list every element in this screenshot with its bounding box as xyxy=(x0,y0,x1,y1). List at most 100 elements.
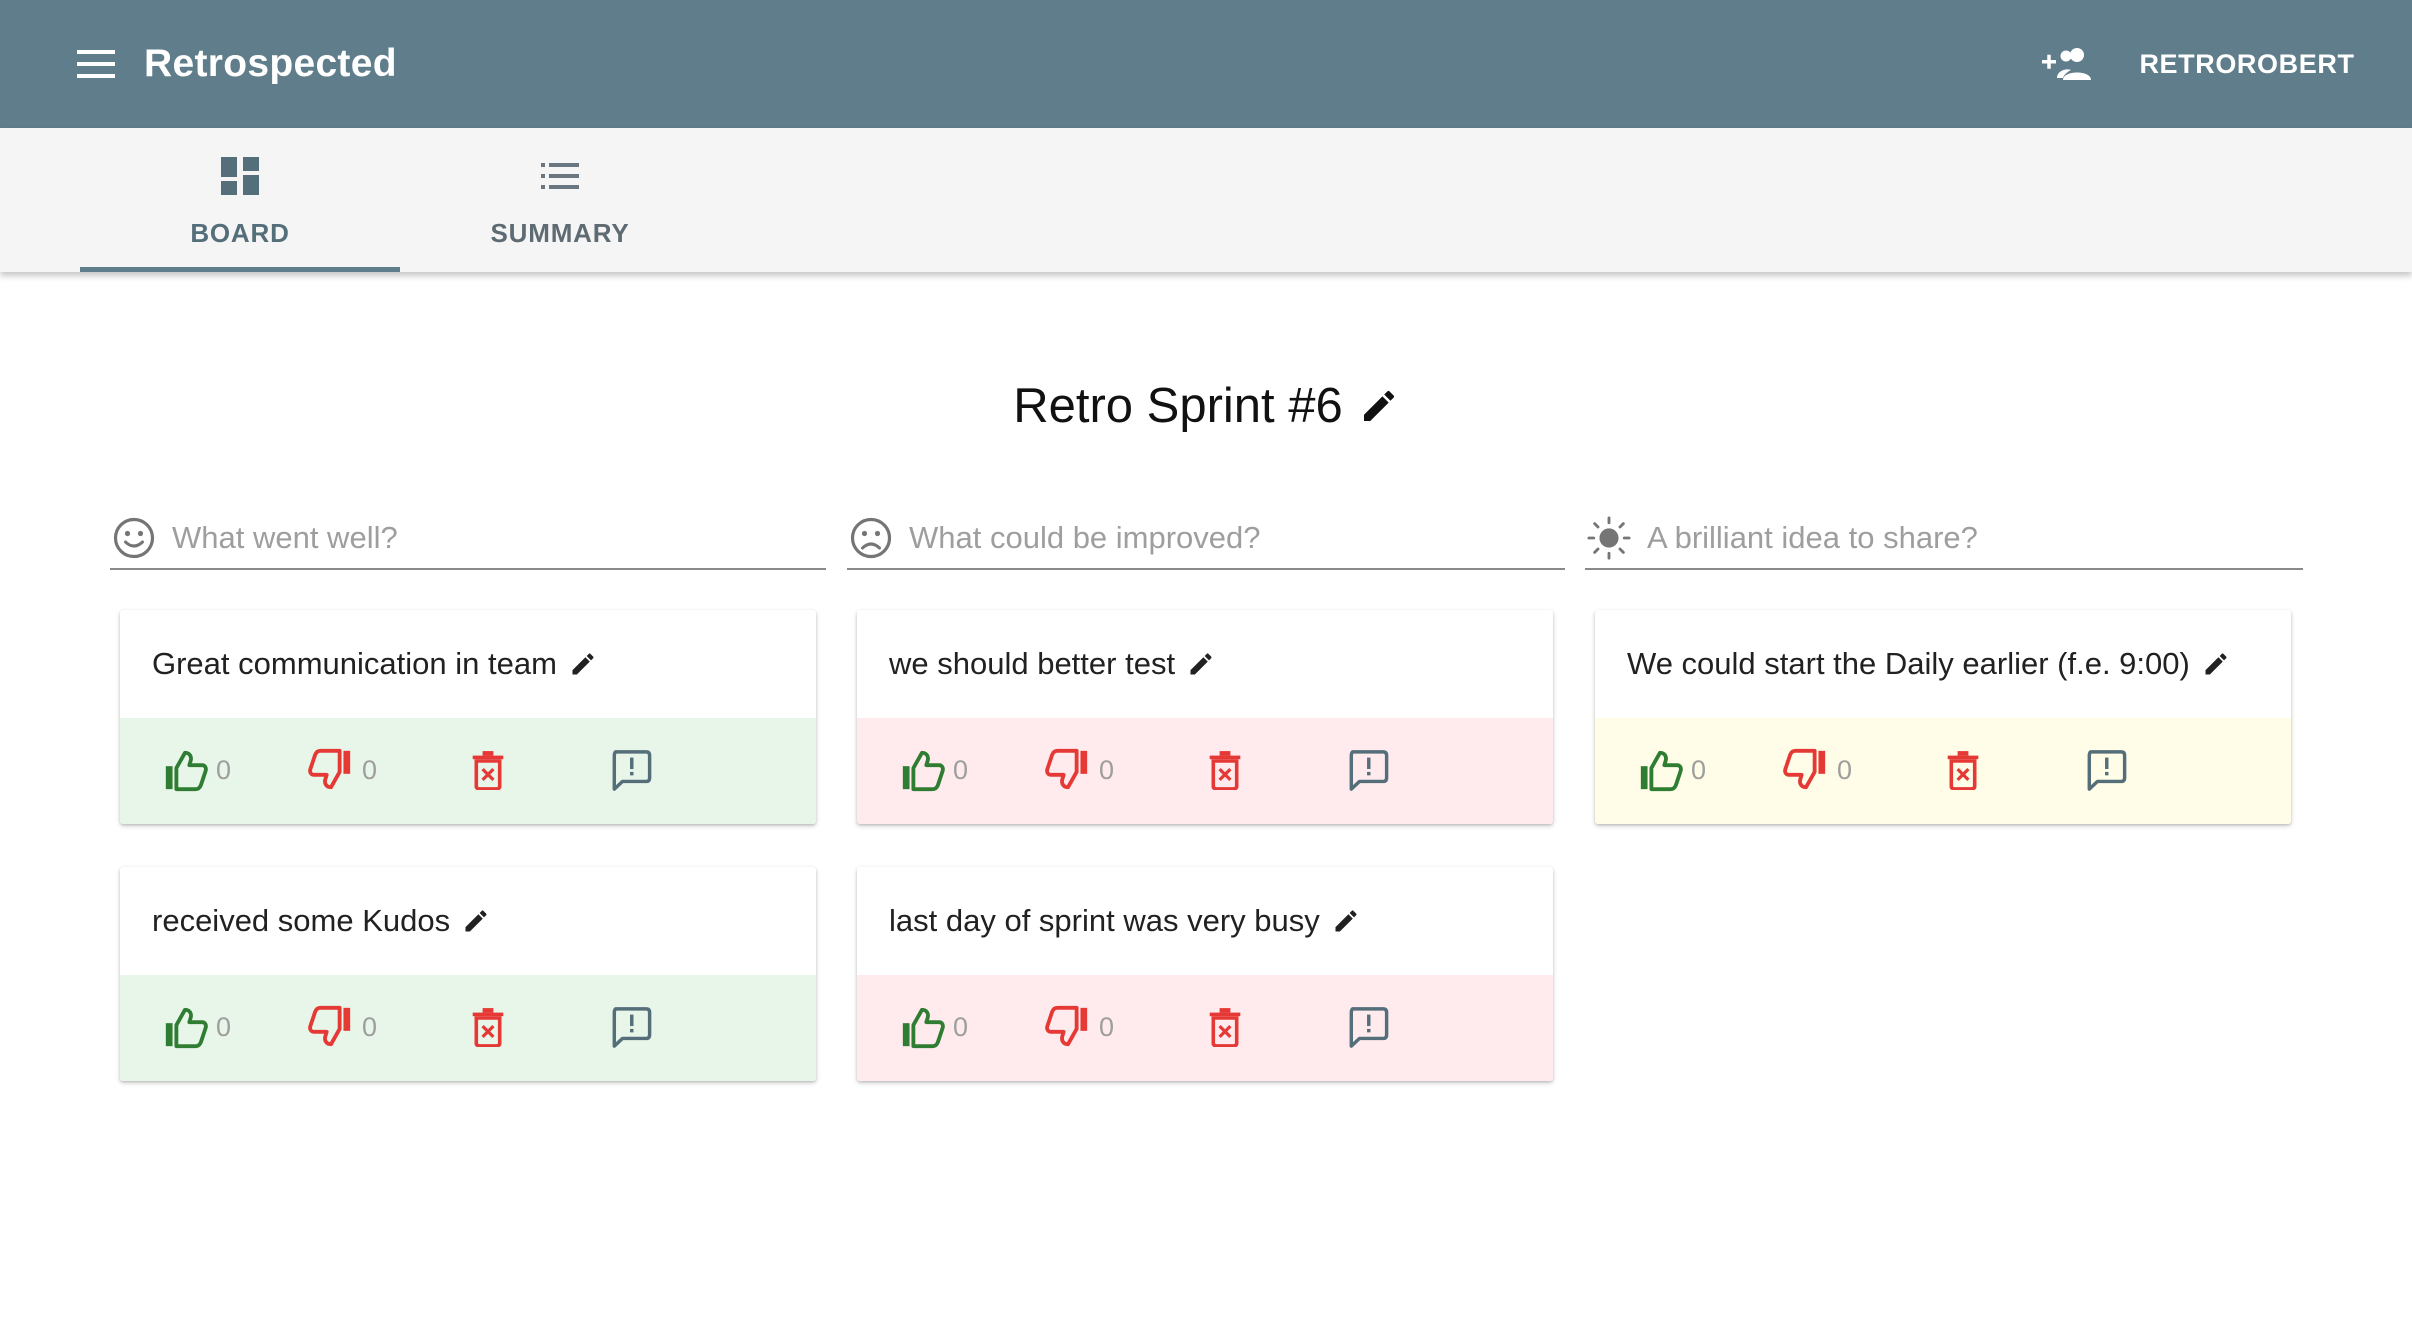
trash-icon xyxy=(1207,750,1243,790)
tab-board[interactable]: BOARD xyxy=(80,128,400,272)
dislike-count: 0 xyxy=(362,754,378,785)
like-button[interactable]: 0 xyxy=(1637,742,1706,798)
dislike-button[interactable]: 0 xyxy=(308,742,377,798)
delete-post-button[interactable] xyxy=(1207,999,1243,1055)
trash-icon xyxy=(1945,750,1981,790)
dislike-button[interactable]: 0 xyxy=(308,999,377,1055)
active-tab-indicator xyxy=(80,267,400,272)
thumbs-up-icon xyxy=(162,747,208,793)
comment-button[interactable] xyxy=(610,742,652,798)
comment-button[interactable] xyxy=(1347,742,1389,798)
thumbs-down-icon xyxy=(1783,747,1829,793)
post-actions: 0 0 xyxy=(120,975,816,1081)
dislike-count: 0 xyxy=(1099,754,1115,785)
dislike-button[interactable]: 0 xyxy=(1045,999,1114,1055)
thumbs-up-icon xyxy=(1637,747,1683,793)
invite-users-button[interactable] xyxy=(2036,36,2100,92)
delete-post-button[interactable] xyxy=(1207,742,1243,798)
post-actions: 0 0 xyxy=(857,975,1553,1081)
like-count: 0 xyxy=(1691,754,1707,785)
edit-post-button[interactable] xyxy=(2202,650,2230,678)
post-card: we should better test 0 0 xyxy=(857,610,1553,824)
edit-board-title-button[interactable] xyxy=(1359,386,1399,426)
dislike-count: 0 xyxy=(1099,1011,1115,1042)
sun-icon xyxy=(1587,516,1631,560)
app-title: Retrospected xyxy=(144,42,397,85)
edit-post-button[interactable] xyxy=(1187,650,1215,678)
post-actions: 0 0 xyxy=(120,718,816,824)
like-count: 0 xyxy=(953,754,969,785)
post-text: received some Kudos xyxy=(152,903,451,938)
column-ideas-input-row xyxy=(1585,508,2303,570)
post-actions: 0 0 xyxy=(1595,718,2291,824)
comment-icon xyxy=(2085,749,2127,791)
edit-post-button[interactable] xyxy=(569,650,597,678)
edit-post-button[interactable] xyxy=(462,907,490,935)
sad-icon xyxy=(850,517,892,559)
tab-summary-label: SUMMARY xyxy=(490,218,630,248)
dashboard-icon xyxy=(221,157,259,195)
post-card: received some Kudos 0 0 xyxy=(120,867,816,1081)
like-count: 0 xyxy=(953,1011,969,1042)
post-actions: 0 0 xyxy=(857,718,1553,824)
like-button[interactable]: 0 xyxy=(162,742,231,798)
comment-icon xyxy=(610,749,652,791)
thumbs-up-icon xyxy=(899,1004,945,1050)
dislike-count: 0 xyxy=(1837,754,1853,785)
thumbs-down-icon xyxy=(308,1004,354,1050)
like-button[interactable]: 0 xyxy=(899,999,968,1055)
post-card: Great communication in team 0 0 xyxy=(120,610,816,824)
pencil-icon xyxy=(1187,650,1215,678)
user-menu-button[interactable]: RETROROBERT xyxy=(2139,49,2355,79)
column-well-input-row xyxy=(110,508,826,570)
comment-icon xyxy=(1347,749,1389,791)
app-bar: Retrospected RETROROBERT xyxy=(0,0,2412,128)
like-button[interactable]: 0 xyxy=(899,742,968,798)
tab-board-label: BOARD xyxy=(190,218,290,248)
thumbs-down-icon xyxy=(1045,747,1091,793)
thumbs-up-icon xyxy=(899,747,945,793)
trash-icon xyxy=(470,750,506,790)
menu-button[interactable] xyxy=(70,40,122,88)
column-ideas-input[interactable] xyxy=(1647,520,2267,556)
board-title: Retro Sprint #6 xyxy=(1013,379,1343,433)
pencil-icon xyxy=(2202,650,2230,678)
like-button[interactable]: 0 xyxy=(162,999,231,1055)
board-title-row: Retro Sprint #6 xyxy=(0,370,2412,442)
comment-button[interactable] xyxy=(1347,999,1389,1055)
tab-summary[interactable]: SUMMARY xyxy=(400,128,720,272)
like-count: 0 xyxy=(216,1011,232,1042)
column-improve-input[interactable] xyxy=(909,520,1529,556)
tab-bar: BOARD SUMMARY xyxy=(0,128,2412,272)
comment-button[interactable] xyxy=(610,999,652,1055)
add-people-icon xyxy=(2042,48,2091,80)
thumbs-up-icon xyxy=(162,1004,208,1050)
delete-post-button[interactable] xyxy=(1945,742,1981,798)
comment-button[interactable] xyxy=(2085,742,2127,798)
trash-icon xyxy=(470,1007,506,1047)
post-text: Great communication in team xyxy=(152,646,557,681)
thumbs-down-icon xyxy=(1045,1004,1091,1050)
edit-post-button[interactable] xyxy=(1332,907,1360,935)
pencil-icon xyxy=(1363,390,1394,421)
column-improve-input-row xyxy=(847,508,1565,570)
delete-post-button[interactable] xyxy=(470,999,506,1055)
smile-icon xyxy=(113,517,155,559)
column-well-input[interactable] xyxy=(172,520,792,556)
post-card: last day of sprint was very busy 0 0 xyxy=(857,867,1553,1081)
dislike-button[interactable]: 0 xyxy=(1783,742,1852,798)
trash-icon xyxy=(1207,1007,1243,1047)
post-card: We could start the Daily earlier (f.e. 9… xyxy=(1595,610,2291,824)
dislike-count: 0 xyxy=(362,1011,378,1042)
comment-icon xyxy=(610,1006,652,1048)
thumbs-down-icon xyxy=(308,747,354,793)
comment-icon xyxy=(1347,1006,1389,1048)
menu-icon xyxy=(77,50,115,78)
post-text: we should better test xyxy=(889,646,1176,681)
post-text: last day of sprint was very busy xyxy=(889,903,1320,938)
dislike-button[interactable]: 0 xyxy=(1045,742,1114,798)
pencil-icon xyxy=(462,907,490,935)
pencil-icon xyxy=(569,650,597,678)
delete-post-button[interactable] xyxy=(470,742,506,798)
pencil-icon xyxy=(1332,907,1360,935)
